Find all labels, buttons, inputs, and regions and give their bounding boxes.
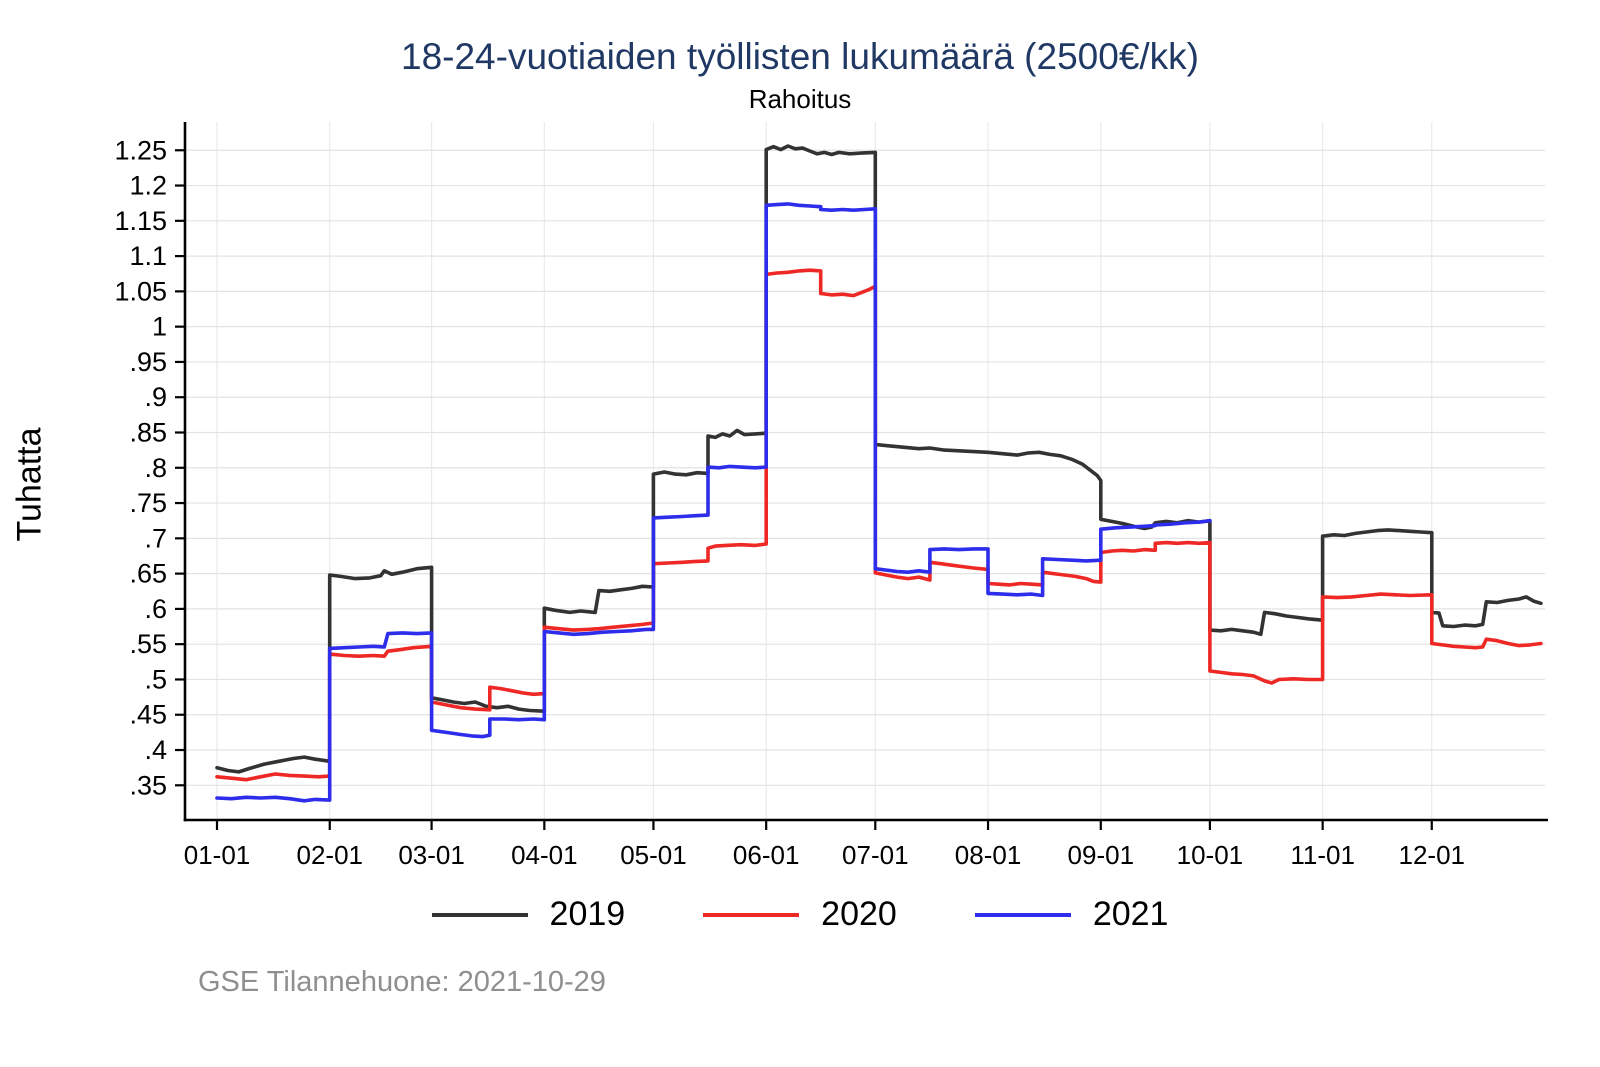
legend-line-2021 [974,912,1071,917]
y-tick-label: 1.1 [129,241,167,271]
y-tick-label: .4 [144,735,167,765]
legend-line-2019 [431,912,528,917]
chart-subtitle: Rahoitus [748,84,852,114]
x-tick-label: 08-01 [955,840,1022,870]
legend-label: 2021 [1092,895,1169,933]
y-tick-label: 1.15 [114,206,167,236]
x-tick-label: 03-01 [398,840,465,870]
y-tick-label: .7 [144,523,167,553]
x-tick-label: 01-01 [184,840,251,870]
y-tick-label: 1.05 [114,276,167,306]
legend-label: 2019 [549,895,626,933]
legend-item-2019: 2019 [431,895,626,934]
legend-item-2021: 2021 [974,895,1169,934]
y-tick-label: .65 [129,559,167,589]
y-tick-label: .8 [144,453,167,483]
x-tick-label: 11-01 [1290,840,1355,870]
source-note: GSE Tilannehuone: 2021-10-29 [198,966,606,998]
x-tick-label: 06-01 [733,840,800,870]
x-tick-label: 10-01 [1177,840,1244,870]
legend: 2019 2020 2021 [0,895,1600,934]
y-tick-label: .75 [129,488,167,518]
y-tick-label: 1 [152,312,167,342]
y-tick-label: 1.25 [114,135,167,165]
y-tick-label: .45 [129,700,167,730]
series-line-2019 [215,144,1543,774]
y-tick-label: .9 [144,382,167,412]
x-tick-label: 09-01 [1068,840,1135,870]
y-tick-label: .55 [129,629,167,659]
legend-label: 2020 [821,895,897,933]
legend-line-2020 [703,912,800,917]
legend-item-2020: 2020 [703,895,897,934]
y-tick-label: .85 [129,418,167,448]
y-tick-label: .95 [129,347,167,377]
x-tick-label: 05-01 [620,840,687,870]
y-tick-label: .6 [144,594,167,624]
x-tick-label: 12-01 [1399,840,1466,870]
series-line-2021 [215,202,1212,803]
y-tick-label: 1.2 [129,171,167,201]
chart-title: 18-24-vuotiaiden työllisten lukumäärä (2… [401,36,1199,77]
x-tick-label: 07-01 [842,840,909,870]
x-tick-label: 02-01 [296,840,363,870]
series-line-2020 [215,268,1543,782]
x-tick-label: 04-01 [511,840,578,870]
y-tick-label: .35 [129,770,167,800]
y-tick-label: .5 [144,664,167,694]
